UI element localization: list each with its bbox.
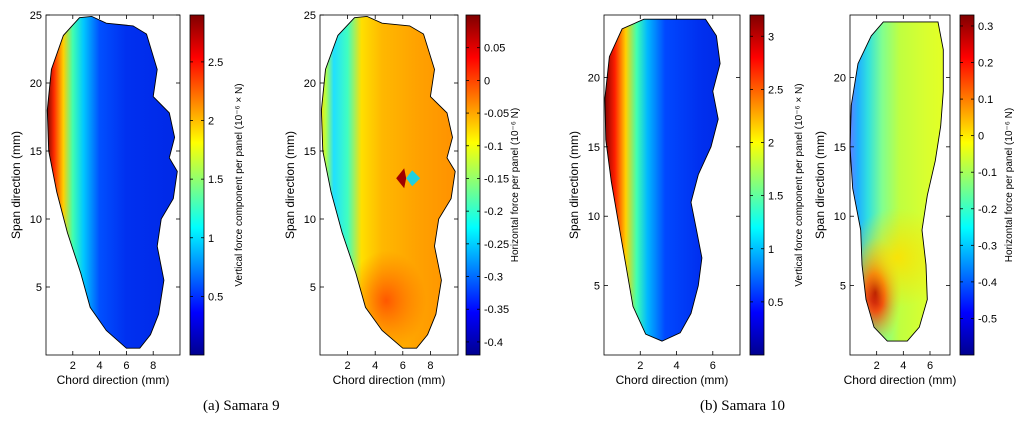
colorbar-tick-label: 0.2 xyxy=(978,58,993,70)
colorbar-tick-label: -0.05 xyxy=(484,108,509,120)
y-tick-label: 20 xyxy=(30,78,42,90)
x-tick-label: 6 xyxy=(710,360,716,372)
colorbar-tick-label: 0 xyxy=(484,75,490,87)
wing-outline xyxy=(46,15,178,349)
x-axis-label: Chord direction (mm) xyxy=(57,373,170,387)
x-tick-label: 2 xyxy=(637,360,643,372)
y-tick-label: 20 xyxy=(588,72,600,84)
colorbar-tick-label: 1 xyxy=(768,244,774,256)
colorbar-tick-label: -0.3 xyxy=(484,272,503,284)
colorbar xyxy=(189,14,205,356)
chart-panel-1: 2 4 6 8 5 10 15 20 25 Chord direction (mm) Span di… xyxy=(9,10,245,387)
colorbar-label: Vertical force component per panel (10⁻⁶… xyxy=(234,83,245,286)
x-axis-label: Chord direction (mm) xyxy=(616,373,729,387)
colorbar-tick-label: 1.5 xyxy=(208,174,223,186)
chart-panel-4: 2 4 6 5 10 15 20 Chord direction (mm) Span direc… xyxy=(813,14,1015,387)
x-tick-label: 4 xyxy=(372,360,378,372)
colorbar-tick-label: 2 xyxy=(208,116,214,128)
y-tick-label: 5 xyxy=(36,282,42,294)
chart-panel-3: 2 4 6 5 10 15 20 Chord direction (mm) Span direc… xyxy=(567,14,805,387)
x-tick-label: 6 xyxy=(400,360,406,372)
colorbar xyxy=(959,14,975,356)
y-tick-label: 10 xyxy=(834,211,846,223)
x-tick-label: 2 xyxy=(345,360,351,372)
x-tick-label: 6 xyxy=(927,360,933,372)
x-tick-label: 6 xyxy=(123,360,129,372)
colorbar-tick-label: 0.1 xyxy=(978,94,993,106)
y-tick-label: 5 xyxy=(594,281,600,293)
x-tick-label: 2 xyxy=(70,360,76,372)
y-tick-label: 15 xyxy=(588,142,600,154)
colorbar-tick-label: 0 xyxy=(978,131,984,143)
colorbar-tick-label: -0.5 xyxy=(978,313,997,325)
y-tick-label: 25 xyxy=(304,10,316,22)
colorbar-tick-label: -0.2 xyxy=(484,206,503,218)
x-tick-label: 4 xyxy=(673,360,679,372)
colorbar-tick-label: -0.1 xyxy=(484,141,503,153)
x-tick-label: 4 xyxy=(97,360,103,372)
colorbar-tick-label: 0.5 xyxy=(208,291,223,303)
colorbar-tick-label: -0.3 xyxy=(978,240,997,252)
y-tick-label: 15 xyxy=(834,142,846,154)
wing-outline xyxy=(604,18,721,342)
y-tick-label: 5 xyxy=(840,281,846,293)
colorbar-tick-label: 1.5 xyxy=(768,191,783,203)
colorbar-tick-label: 0.3 xyxy=(978,21,993,33)
y-tick-label: 15 xyxy=(30,146,42,158)
colorbar-tick-label: -0.4 xyxy=(978,277,997,289)
colorbar-tick-label: 0.5 xyxy=(768,297,783,309)
y-tick-label: 10 xyxy=(304,214,316,226)
colorbar-tick-label: 3 xyxy=(768,31,774,43)
colorbar-tick-label: 2.5 xyxy=(768,84,783,96)
x-axis-label: Chord direction (mm) xyxy=(333,373,446,387)
colorbar-tick-label: 0.05 xyxy=(484,43,505,55)
y-axis-label: Span direction (mm) xyxy=(567,131,581,239)
hotspot-high xyxy=(406,170,421,187)
colorbar-tick-label: -0.1 xyxy=(978,167,997,179)
colorbar-tick-label: -0.15 xyxy=(484,173,509,185)
y-tick-label: 20 xyxy=(834,72,846,84)
colorbar-tick-label: -0.2 xyxy=(978,204,997,216)
caption-a: (a) Samara 9 xyxy=(203,398,280,414)
y-axis-label: Span direction (mm) xyxy=(283,131,297,239)
y-tick-label: 10 xyxy=(588,211,600,223)
caption-b: (b) Samara 10 xyxy=(700,398,785,414)
y-tick-label: 25 xyxy=(30,10,42,22)
y-tick-label: 15 xyxy=(304,146,316,158)
y-tick-label: 20 xyxy=(304,78,316,90)
colorbar-tick-label: 2.5 xyxy=(208,57,223,69)
y-axis-label: Span direction (mm) xyxy=(813,131,827,239)
x-tick-label: 4 xyxy=(900,360,906,372)
wing-outline xyxy=(320,15,456,349)
y-tick-label: 10 xyxy=(30,214,42,226)
y-tick-label: 5 xyxy=(310,282,316,294)
hotspot-low xyxy=(396,168,407,189)
colorbar-tick-label: -0.25 xyxy=(484,239,509,251)
colorbar xyxy=(749,14,765,356)
colorbar-tick-label: -0.35 xyxy=(484,304,509,316)
colorbar-label: Horizontal force per panel (10⁻⁶ N) xyxy=(510,108,521,262)
colorbar xyxy=(465,14,481,356)
colorbar-label: Horizontal force per panel (10⁻⁶ N) xyxy=(1004,108,1015,262)
colorbar-tick-label: 1 xyxy=(208,233,214,245)
colorbar-tick-label: -0.4 xyxy=(484,337,503,349)
x-tick-label: 8 xyxy=(427,360,433,372)
x-tick-label: 2 xyxy=(874,360,880,372)
chart-panel-2: 2 4 6 8 5 10 15 20 25 Chord direction (mm) Span di… xyxy=(283,10,521,387)
colorbar-label: Vertical force component per panel (10⁻⁶… xyxy=(794,83,805,286)
colorbar-tick-label: 2 xyxy=(768,138,774,150)
x-tick-label: 8 xyxy=(150,360,156,372)
y-axis-label: Span direction (mm) xyxy=(9,131,23,239)
wing-outline xyxy=(849,21,944,342)
x-axis-label: Chord direction (mm) xyxy=(844,373,957,387)
